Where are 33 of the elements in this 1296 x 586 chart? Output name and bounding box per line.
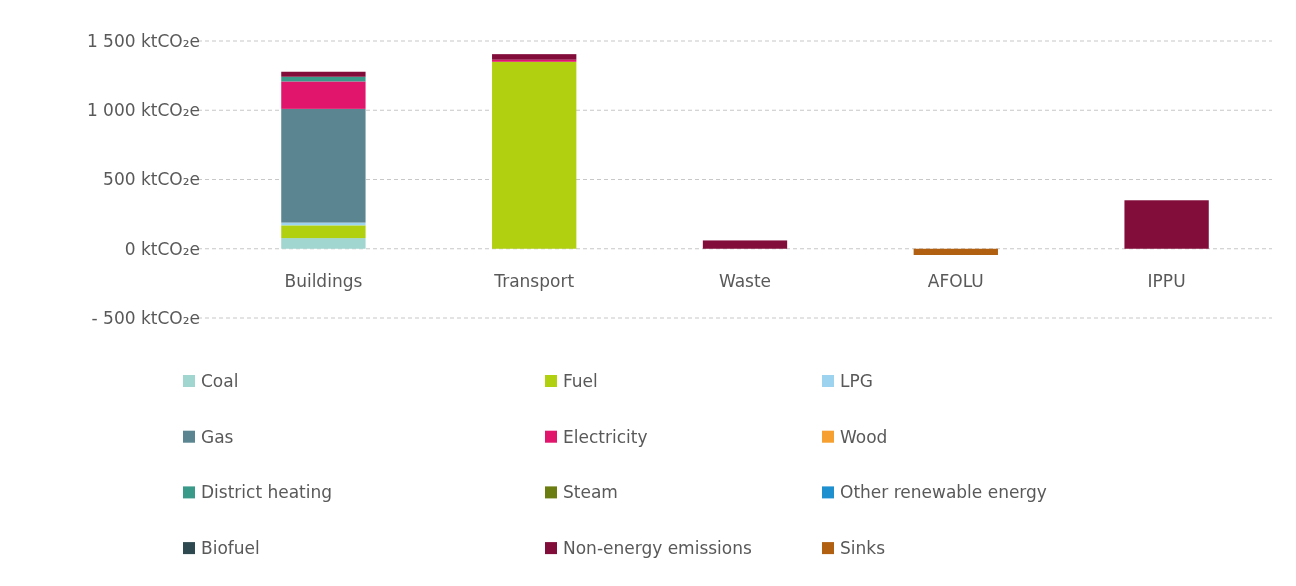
y-tick-label: 1 000 ktCO₂e (86, 100, 200, 121)
x-tick-label: AFOLU (927, 270, 984, 291)
bar (492, 59, 577, 62)
bar (281, 238, 366, 249)
legend-label: Sinks (840, 538, 886, 559)
bar (281, 108, 366, 223)
x-tick-label: Transport (493, 270, 575, 291)
bar (492, 54, 577, 60)
legend-label: Biofuel (201, 538, 260, 559)
y-tick-label: 0 ktCO₂e (124, 238, 200, 259)
bar (492, 61, 577, 249)
legend-label: Fuel (563, 370, 598, 391)
bar (281, 225, 366, 239)
bar (702, 240, 788, 249)
y-tick-label: 500 ktCO₂e (103, 169, 200, 190)
legend-label: Steam (563, 482, 618, 503)
legend-label: LPG (840, 370, 873, 391)
legend-label: Other renewable energy (840, 482, 1047, 503)
legend-label: Non-energy emissions (563, 538, 753, 559)
x-tick-label: IPPU (1147, 270, 1186, 291)
x-tick-label: Buildings (284, 270, 363, 291)
bar (1124, 200, 1209, 249)
x-tick-label: Waste (718, 270, 772, 291)
legend-label: District heating (201, 482, 333, 503)
legend-label: Wood (840, 426, 888, 447)
y-tick-label: 1 500 ktCO₂e (86, 30, 200, 51)
bar (913, 248, 998, 255)
legend-label: Coal (201, 370, 239, 391)
y-tick-label: - 500 ktCO₂e (91, 307, 200, 328)
bar (281, 71, 366, 77)
legend-label: Gas (201, 426, 234, 447)
bar (281, 81, 366, 109)
legend-label: Electricity (563, 426, 648, 447)
